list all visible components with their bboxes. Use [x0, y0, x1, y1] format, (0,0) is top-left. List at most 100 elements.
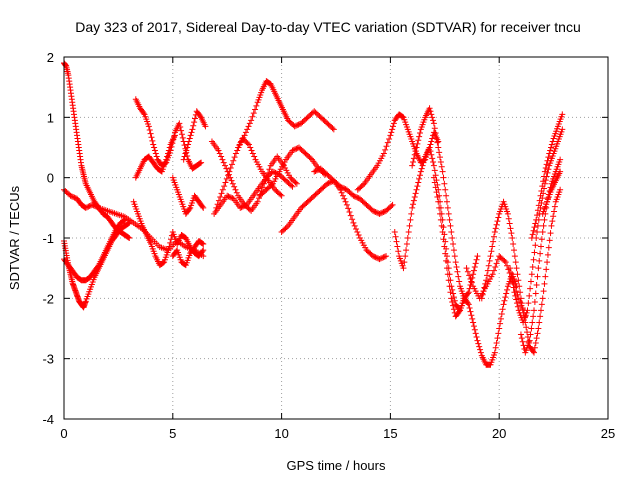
series-track-18 — [354, 111, 442, 193]
data-point — [343, 201, 350, 208]
data-point — [338, 184, 345, 191]
data-point — [151, 144, 158, 151]
data-point — [503, 290, 510, 297]
data-point — [387, 132, 394, 139]
y-tick-label: -1 — [42, 231, 54, 246]
data-point — [404, 235, 411, 241]
data-point — [410, 155, 417, 162]
data-point — [245, 123, 252, 130]
data-point — [534, 273, 541, 280]
data-point — [448, 295, 455, 302]
data-point — [436, 204, 443, 211]
data-point — [449, 235, 456, 241]
data-point — [383, 143, 390, 150]
data-point — [544, 157, 551, 164]
data-point — [470, 267, 477, 274]
data-point — [278, 192, 285, 199]
data-point — [234, 147, 241, 154]
data-point — [467, 276, 474, 283]
data-point — [547, 147, 554, 154]
data-point — [527, 285, 534, 292]
data-point — [444, 271, 451, 278]
data-point — [495, 330, 502, 337]
data-point — [410, 201, 417, 208]
data-point — [501, 297, 508, 304]
data-point — [430, 158, 437, 165]
data-point — [248, 147, 255, 154]
data-point — [533, 335, 540, 342]
data-point — [202, 123, 209, 130]
data-point — [312, 168, 319, 175]
data-point — [481, 284, 488, 291]
data-point — [218, 190, 225, 197]
data-point — [504, 210, 511, 217]
data-point — [399, 113, 406, 120]
data-point — [475, 340, 482, 347]
y-tick-labels: -4 -3 -2 -1 0 1 2 — [42, 50, 54, 427]
data-point — [479, 291, 486, 298]
data-point — [271, 169, 278, 176]
data-point — [200, 247, 207, 254]
data-point — [529, 319, 536, 326]
data-point — [189, 126, 196, 133]
data-point — [472, 330, 479, 337]
x-tick-label: 25 — [601, 426, 615, 441]
data-point — [538, 187, 545, 194]
data-point — [431, 167, 438, 174]
data-point — [506, 220, 513, 227]
data-point — [439, 168, 446, 175]
data-point — [295, 121, 302, 128]
data-point — [480, 288, 487, 295]
data-point — [68, 193, 75, 200]
data-point — [160, 259, 167, 266]
series-track-14 — [235, 78, 337, 151]
data-point — [345, 205, 352, 212]
data-point — [437, 216, 444, 223]
data-point — [492, 263, 499, 270]
data-point — [86, 203, 93, 210]
data-point — [184, 144, 191, 151]
data-point — [94, 263, 101, 270]
data-point — [217, 193, 224, 200]
data-point — [465, 289, 472, 296]
data-point — [188, 129, 195, 136]
data-point — [228, 177, 235, 184]
data-point — [490, 238, 497, 245]
data-point — [540, 288, 547, 295]
data-point — [477, 346, 484, 353]
x-tick-label: 5 — [169, 426, 176, 441]
data-point — [191, 119, 198, 126]
axis-ticks — [63, 56, 609, 420]
data-point — [249, 113, 256, 120]
data-point — [221, 183, 228, 190]
data-point — [434, 139, 441, 146]
data-point — [517, 295, 524, 302]
data-point — [215, 197, 222, 204]
data-point — [536, 319, 543, 326]
data-point — [165, 247, 172, 254]
data-point — [505, 215, 512, 222]
data-point — [445, 277, 452, 284]
data-point — [537, 243, 544, 250]
data-point — [511, 253, 518, 260]
data-point — [516, 283, 523, 290]
data-point — [535, 265, 542, 272]
data-point — [493, 260, 500, 267]
data-point — [228, 194, 235, 201]
data-point — [380, 150, 387, 157]
data-point — [166, 243, 173, 250]
data-point — [390, 123, 397, 130]
data-point — [409, 162, 416, 169]
data-point — [222, 179, 229, 186]
data-point — [244, 126, 251, 133]
data-point — [466, 272, 473, 279]
data-point — [514, 303, 521, 310]
data-point — [249, 150, 256, 157]
data-point — [477, 349, 484, 356]
data-point — [472, 260, 479, 267]
data-point — [199, 203, 206, 210]
data-point — [529, 263, 536, 270]
data-point — [509, 235, 516, 241]
data-point — [443, 257, 450, 264]
data-point — [545, 166, 552, 173]
